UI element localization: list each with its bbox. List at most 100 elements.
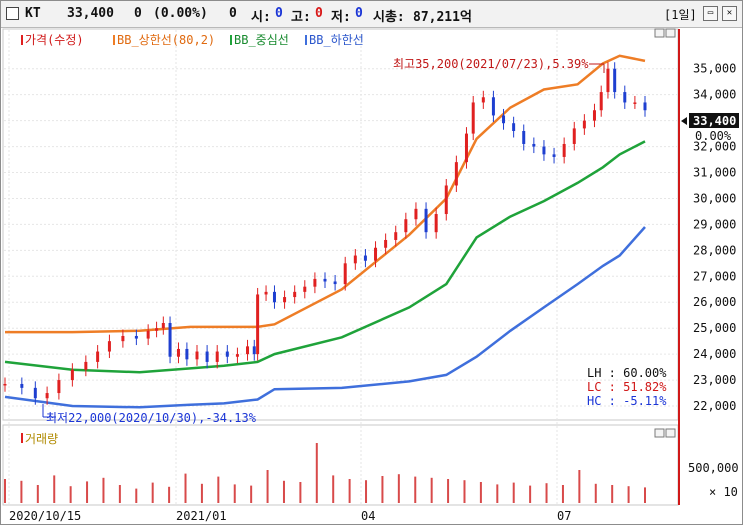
high-label: 고:	[291, 10, 311, 25]
y-tick-label: 26,000	[693, 295, 736, 309]
current-price-pct: 0.00%	[695, 129, 732, 143]
candle-body	[176, 348, 180, 357]
candle-body	[107, 341, 111, 352]
grid-lines	[4, 30, 677, 505]
panel-minimize-icon[interactable]	[654, 28, 665, 38]
candle-body	[246, 346, 250, 355]
current-price-tag: 33,400	[693, 114, 736, 128]
legend-bb-upper-swatch	[113, 35, 115, 45]
minimize-icon[interactable]: ▭	[703, 6, 718, 21]
candle-body	[414, 208, 418, 220]
annotation-low: 최저22,000(2020/10/30),-34.13%	[46, 411, 257, 425]
legend-price: 가격(수정)	[25, 33, 84, 47]
candle-body	[45, 393, 49, 399]
y-tick-label: 25,000	[693, 321, 736, 335]
volume-panel	[2, 424, 679, 506]
y-tick-label: 24,000	[693, 347, 736, 361]
period-selector[interactable]: [1일]	[664, 8, 697, 22]
candle-body	[424, 208, 428, 233]
volume-multiplier: × 10	[709, 485, 738, 499]
candle-body	[161, 323, 165, 329]
panel-close-icon[interactable]	[665, 28, 676, 38]
candle-body	[235, 354, 239, 357]
open-label: 시:	[251, 10, 271, 25]
volume-bar	[545, 483, 548, 503]
candle-body	[333, 281, 337, 285]
candle-body	[633, 102, 637, 104]
candle-body	[96, 351, 100, 362]
candle-body	[205, 351, 209, 362]
candle-body	[33, 387, 37, 399]
volume-bars	[4, 443, 646, 503]
volume-bar	[414, 476, 417, 503]
volume-bar	[463, 480, 466, 503]
x-tick-label: 2021/01	[176, 509, 227, 523]
candle-body	[353, 255, 357, 264]
candle-body	[434, 214, 438, 233]
candle-body	[84, 361, 88, 370]
bb-mid-line	[4, 140, 646, 374]
candle-body	[252, 346, 256, 355]
stat-hc: HC : -5.11%	[587, 394, 667, 408]
candle-body	[552, 154, 556, 157]
volume-bar	[578, 470, 581, 503]
volume-bar	[430, 477, 433, 503]
volume-bar	[102, 477, 105, 503]
low-label: 저:	[331, 10, 351, 25]
volume-minimize-icon[interactable]	[654, 428, 665, 438]
market-cap-value: 87,211억	[413, 10, 472, 25]
candle-body	[454, 162, 458, 186]
candle-body	[303, 286, 307, 292]
volume-bar	[594, 483, 597, 503]
bollinger-bands	[4, 54, 646, 409]
candle-body	[264, 291, 268, 295]
market-cap-label: 시총:	[373, 10, 405, 25]
volume-bar	[397, 474, 400, 503]
candle-body	[643, 102, 647, 111]
volume-bar	[53, 475, 56, 503]
candle-body	[146, 330, 150, 339]
price-change-pct: (0.00%)	[153, 6, 208, 21]
candle-body	[215, 351, 219, 362]
select-checkbox[interactable]	[6, 7, 19, 20]
y-tick-label: 35,000	[693, 62, 736, 76]
candle-body	[582, 120, 586, 129]
x-axis: 2020/10/15 2021/01 04 07	[9, 509, 571, 523]
candle-body	[323, 278, 327, 282]
volume-close-icon[interactable]	[665, 428, 676, 438]
volume-bar	[282, 480, 285, 503]
candle-body	[343, 263, 347, 285]
candle-body	[3, 383, 7, 386]
volume-bar	[529, 485, 532, 503]
candle-body	[481, 97, 485, 103]
volume-bar	[20, 480, 23, 503]
close-icon[interactable]: ✕	[722, 6, 737, 21]
volume-bar	[381, 476, 384, 503]
volume-bar	[627, 486, 630, 503]
volume-bar	[217, 476, 220, 503]
current-price: 33,400	[67, 6, 114, 21]
candle-body	[512, 123, 516, 131]
volume-bar	[118, 485, 121, 503]
volume-bar	[86, 481, 89, 503]
candle-body	[20, 383, 24, 388]
y-tick-label: 31,000	[693, 166, 736, 180]
candle-body	[155, 328, 159, 331]
candle-body	[195, 351, 199, 360]
current-price-box	[689, 113, 739, 128]
candle-body	[121, 335, 125, 342]
legend-price-swatch	[21, 35, 23, 45]
volume-bar	[151, 482, 154, 503]
candle-body	[57, 380, 61, 394]
candle-body	[599, 92, 603, 111]
current-price-arrow-icon	[681, 117, 687, 125]
candle-body	[444, 185, 448, 215]
volume-bar	[496, 484, 499, 503]
candle-body	[168, 323, 172, 357]
candle-body	[532, 143, 536, 147]
volume-bar	[447, 479, 450, 503]
candle-body	[592, 110, 596, 121]
candle-body	[572, 128, 576, 144]
volume-bar	[266, 470, 269, 503]
candlesticks	[3, 62, 647, 405]
